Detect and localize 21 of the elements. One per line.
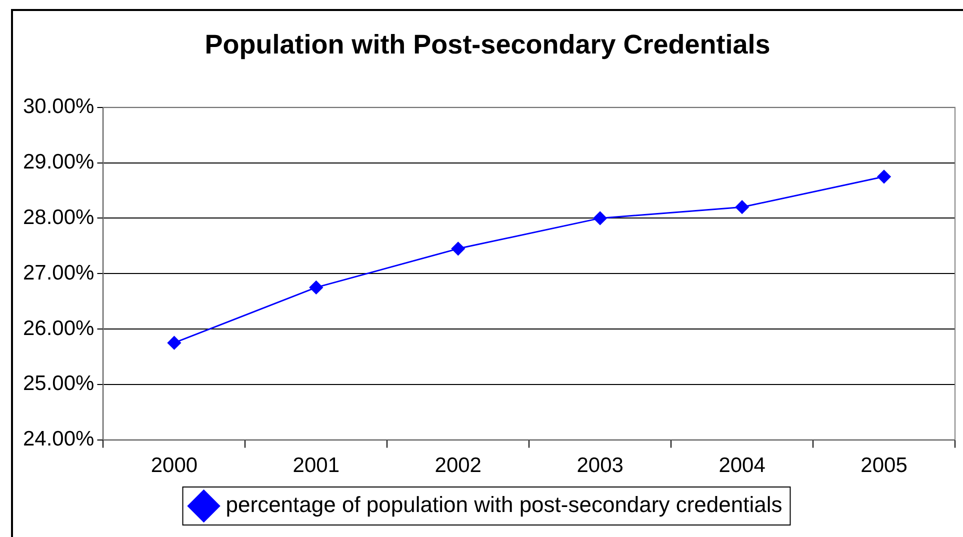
x-tick-label: 2005 <box>860 454 908 478</box>
y-tick-label: 28.00% <box>22 206 94 229</box>
point <box>735 200 749 214</box>
x-tick-label: 2003 <box>576 454 624 478</box>
y-tick-label: 27.00% <box>22 261 94 284</box>
point <box>167 336 181 350</box>
x-tick-label: 2002 <box>434 454 482 478</box>
y-tick-label: 30.00% <box>22 95 94 118</box>
x-tick-label: 2000 <box>150 454 198 478</box>
y-tick-label: 24.00% <box>22 428 94 451</box>
x-tick-label: 2001 <box>292 454 340 478</box>
chart-title: Population with Post-secondary Credentials <box>204 30 770 60</box>
point <box>593 211 607 225</box>
y-tick-label: 26.00% <box>22 316 94 340</box>
y-tick-label: 25.00% <box>22 372 94 396</box>
legend-label: percentage of population with post-secondary credentials <box>226 492 782 518</box>
point <box>309 280 323 294</box>
point <box>451 242 465 256</box>
x-tick-label: 2004 <box>718 454 766 478</box>
y-tick-label: 29.00% <box>22 150 94 174</box>
point <box>877 170 891 184</box>
